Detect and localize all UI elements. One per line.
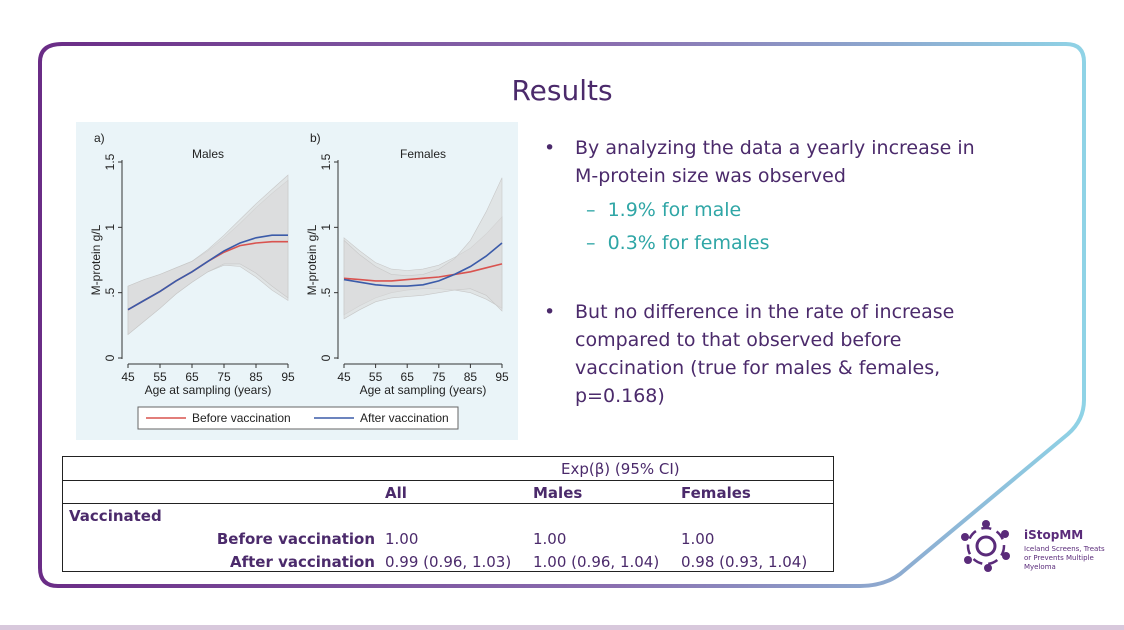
x-axis-label: Age at sampling (years) [360,383,487,397]
slide-title: Results [511,74,613,107]
table-cell: 0.99 (0.96, 1.03) [385,553,512,571]
y-tick-label: 1 [319,224,333,231]
ci-band [127,174,289,336]
logo-name: iStopMM [1024,528,1084,542]
footer-bar [0,625,1124,630]
figure-panel: 45 55 65 75 85 95 0.5 1 1.5 Males a) Age at samplin… [76,122,518,440]
legend-label: Before vaccination [192,411,291,425]
bullet-text: But no difference in the rate of increas… [575,301,955,407]
logo-tagline: Iceland Screens, Treats or Prevents Mult… [1024,545,1105,571]
y-axis-label: M-protein g/L [89,224,103,295]
table-cell: 1.00 [533,530,567,548]
y-tick-label: .5 [103,287,117,297]
series-line [343,263,503,282]
panel-label: b) [310,131,321,145]
y-tick-label: 1 [103,224,117,231]
x-tick-label: 65 [185,370,199,384]
x-tick-label: 45 [121,370,135,384]
x-tick-label: 45 [337,370,351,384]
table-cell: 1.00 [385,530,419,548]
group-label: Vaccinated [69,507,162,525]
results-table: Exp(β) (95% CI) All Males Females Vaccin… [62,456,834,572]
series-line [343,242,503,287]
column-header: Males [533,484,583,502]
sub-bullet-item: – 0.3% for females [586,229,769,257]
x-tick-label: 85 [464,370,478,384]
table-divider [63,503,833,504]
table-cell: 0.98 (0.93, 1.04) [681,553,808,571]
row-label: Before vaccination [216,530,375,548]
legend-label: After vaccination [360,411,449,425]
sub-bullet-text: 0.3% for females [607,232,770,254]
sub-dash: – [586,232,596,254]
ci-band [343,177,503,320]
table-cell: 1.00 (0.96, 1.04) [533,553,660,571]
bullet-dot: • [544,301,556,323]
y-tick-label: 1.5 [319,153,333,170]
sub-bullet-text: 1.9% for male [607,199,742,221]
x-tick-label: 75 [217,370,231,384]
panel-title: Males [192,147,224,161]
y-tick-label: 0 [103,354,117,361]
people-circle-icon [961,520,1010,572]
y-axis-label: M-protein g/L [305,224,319,295]
bullet-text: By analyzing the data a yearly increase … [575,137,975,187]
table-cell: 1.00 [681,530,715,548]
table-divider [63,480,833,481]
y-tick-label: .5 [319,287,333,297]
x-tick-label: 55 [153,370,167,384]
column-header: Females [681,484,751,502]
x-tick-label: 95 [495,370,509,384]
x-axis-label: Age at sampling (years) [145,383,272,397]
sub-bullet-item: – 1.9% for male [586,196,741,224]
table-header: Exp(β) (95% CI) [561,460,680,478]
column-header: All [385,484,407,502]
x-tick-label: 65 [401,370,415,384]
series-line [127,234,288,311]
panel-label: a) [94,131,105,145]
legend-box [137,406,459,430]
x-tick-label: 95 [281,370,295,384]
panel-title: Females [400,147,446,161]
x-tick-label: 75 [432,370,446,384]
x-tick-label: 85 [249,370,263,384]
bullet-dot: • [544,137,556,159]
row-label: After vaccination [229,553,375,571]
sub-dash: – [586,199,596,221]
x-tick-label: 55 [369,370,383,384]
y-tick-label: 1.5 [103,153,117,170]
y-tick-label: 0 [319,354,333,361]
